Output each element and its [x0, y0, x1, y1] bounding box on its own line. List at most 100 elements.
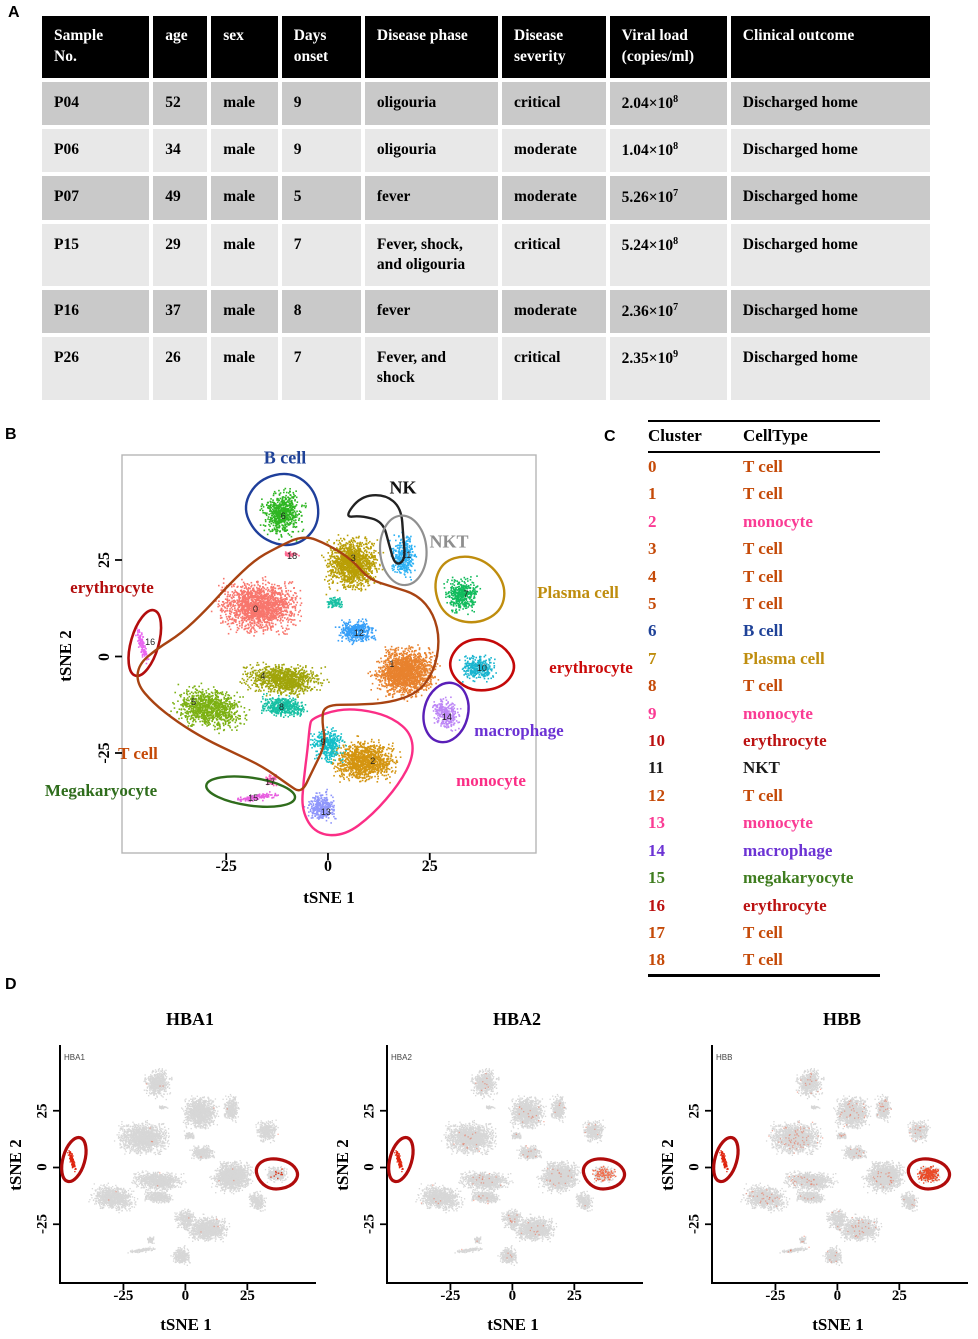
cluster-row-0: 0 T cell: [648, 452, 880, 480]
cell-type-annotation: erythrocyte: [70, 578, 154, 597]
age-cell: 49: [153, 176, 208, 220]
days-onset-cell: 5: [281, 176, 361, 220]
cluster-row-3: 3 T cell: [648, 535, 880, 562]
viral-exponent: 9: [673, 349, 679, 361]
y-tick-label: -25: [361, 1214, 378, 1235]
y-tick-label: 25: [686, 1103, 703, 1119]
cluster-number-label: 15: [248, 793, 259, 804]
x-tick-label: 25: [239, 1288, 255, 1304]
col-header-phase: Disease phase: [364, 16, 498, 78]
cluster-id-cell: 4: [648, 566, 657, 586]
cluster-row-1: 1 T cell: [648, 480, 880, 507]
outcome-cell: Discharged home: [730, 81, 930, 126]
col-header-celltype: CellType: [743, 420, 880, 453]
patient-row-P15: P15 29 male 7 Fever, shock, and oligouria cri…: [42, 223, 930, 287]
cluster-number-label: 11: [401, 549, 412, 560]
cluster-number-label: 8: [279, 702, 285, 713]
cell-type-cell: T cell: [743, 539, 783, 559]
x-tick-label: 25: [891, 1288, 907, 1304]
cluster-number-label: 18: [287, 551, 298, 562]
cell-type-cell: T cell: [743, 676, 783, 696]
cluster-row-17: 17 T cell: [648, 919, 880, 946]
cluster-number-label: 1: [389, 659, 395, 670]
severity-cell: critical: [502, 223, 606, 287]
age-cell: 34: [153, 129, 208, 173]
viral-load-cell: 2.35×109: [609, 337, 727, 400]
cluster-row-11: 11 NKT: [648, 754, 880, 781]
cell-type-annotation: Megakaryocyte: [44, 781, 158, 800]
col-header-severity: Disease severity: [502, 16, 606, 78]
cluster-celltype-table: Cluster CellType 0 T cell 1 T cell 2 monocyte…: [648, 420, 880, 977]
gene-plot-canvas: [652, 985, 974, 1339]
severity-cell: moderate: [502, 129, 606, 173]
x-axis-title: tSNE 1: [303, 888, 355, 907]
severity-cell: critical: [502, 337, 606, 400]
x-tick-label: -25: [440, 1288, 461, 1304]
cell-type-cell: T cell: [743, 785, 783, 805]
cluster-id-cell: 7: [648, 648, 657, 668]
cluster-id-cell: 13: [648, 813, 665, 833]
cluster-table-body: 0 T cell 1 T cell 2 monocyte 3 T cell 4 T cell 5 T …: [648, 452, 880, 977]
gene-plot-title: HBA1: [165, 1009, 215, 1029]
days-onset-cell: 7: [281, 223, 361, 287]
cell-type-annotation: NK: [389, 477, 417, 498]
x-tick-label: 0: [181, 1288, 190, 1304]
cluster-id-cell: 16: [648, 895, 665, 915]
cell-type-annotation: monocyte: [456, 771, 526, 790]
sex-cell: male: [211, 81, 278, 126]
cell-type-cell: B cell: [743, 621, 784, 641]
sample-cell: P26: [42, 337, 150, 400]
cluster-row-6: 6 B cell: [648, 617, 880, 644]
cell-type-cell: T cell: [743, 946, 880, 977]
sex-cell: male: [211, 337, 278, 400]
cell-type-annotation: T cell: [118, 744, 158, 763]
cluster-number-label: 12: [353, 627, 364, 638]
cluster-row-15: 15 megakaryocyte: [648, 864, 880, 891]
cell-type-annotation: NKT: [429, 531, 469, 552]
col-header-sex: sex: [211, 16, 278, 78]
col-header-sample: Sample No.: [42, 16, 150, 78]
cluster-number-label: 2: [370, 755, 376, 766]
cluster-row-2: 2 monocyte: [648, 508, 880, 535]
sample-cell: P06: [42, 129, 150, 173]
cell-type-cell: monocyte: [743, 703, 813, 723]
patient-table: Sample No. age sex Days onset Disease ph…: [38, 12, 934, 404]
cluster-row-12: 12 T cell: [648, 782, 880, 809]
col-header-age: age: [153, 16, 208, 78]
viral-load-cell: 1.04×108: [609, 129, 727, 173]
cell-type-cell: T cell: [743, 922, 783, 942]
x-tick-label: 0: [508, 1288, 517, 1304]
viral-exponent: 7: [673, 302, 679, 314]
y-tick-label: 0: [361, 1163, 378, 1172]
x-axis-title: tSNE 1: [487, 1315, 539, 1334]
cluster-number-label: 3: [350, 553, 356, 564]
sex-cell: male: [211, 129, 278, 173]
panel-d-label: D: [5, 976, 17, 994]
y-tick-label: 25: [96, 552, 113, 568]
gene-plot-title: HBB: [822, 1009, 862, 1029]
x-axis-title: tSNE 1: [812, 1315, 864, 1334]
y-tick-label: 0: [686, 1163, 703, 1172]
y-axis-title: tSNE 2: [333, 1139, 352, 1191]
cluster-id-cell: 18: [648, 946, 743, 977]
cluster-id-cell: 15: [648, 868, 665, 888]
patient-row-P07: P07 49 male 5 fever moderate 5.26×107 Discharge…: [42, 176, 930, 220]
days-onset-cell: 8: [281, 290, 361, 334]
patient-row-P04: P04 52 male 9 oligouria critical 2.04×108 Disch…: [42, 81, 930, 126]
phase-cell: Fever, shock, and oligouria: [364, 223, 498, 287]
x-axis-title: tSNE 1: [160, 1315, 212, 1334]
age-cell: 37: [153, 290, 208, 334]
cluster-number-label: 7: [463, 588, 469, 599]
patient-row-P06: P06 34 male 9 oligouria moderate 1.04×108 Disch…: [42, 129, 930, 173]
y-tick-label: -25: [96, 742, 113, 764]
cluster-id-cell: 9: [648, 703, 657, 723]
gene-plot-title: HBA2: [492, 1009, 542, 1029]
x-tick-label: 25: [421, 858, 438, 875]
cluster-id-cell: 6: [648, 621, 657, 641]
cell-type-annotation: erythrocyte: [549, 658, 633, 677]
cluster-row-13: 13 monocyte: [648, 809, 880, 836]
phase-cell: fever: [364, 290, 498, 334]
outcome-cell: Discharged home: [730, 290, 930, 334]
gene-inner-label: HBA1: [64, 1053, 85, 1062]
y-axis-title: tSNE 2: [56, 630, 75, 682]
